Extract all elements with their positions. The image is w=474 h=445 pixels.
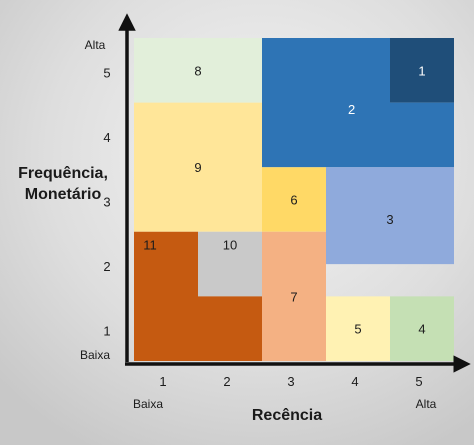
- y-tick-5: 5: [103, 65, 110, 80]
- segment-label-4: 4: [418, 322, 425, 337]
- y-axis-low-label: Baixa: [80, 348, 110, 362]
- y-tick-1: 1: [103, 324, 110, 339]
- x-axis-low-label: Baixa: [133, 397, 163, 411]
- segment-label-1: 1: [418, 63, 425, 78]
- segment-7: [262, 231, 326, 361]
- y-tick-3: 3: [103, 195, 110, 210]
- segment-10: [198, 231, 262, 297]
- y-tick-4: 4: [103, 130, 110, 145]
- segment-label-10: 10: [223, 238, 237, 253]
- segment-label-2: 2: [348, 102, 355, 117]
- segment-label-8: 8: [194, 63, 201, 78]
- segment-label-11: 11: [143, 238, 157, 253]
- y-axis-title-line-2: Monetário: [25, 186, 102, 203]
- x-tick-3: 3: [287, 374, 294, 389]
- segment-5: [326, 296, 390, 361]
- segment-11: [134, 231, 262, 361]
- y-axis-title-line-1: Frequência,: [18, 165, 108, 182]
- segment-label-9: 9: [194, 160, 201, 175]
- x-tick-2: 2: [223, 374, 230, 389]
- x-tick-4: 4: [351, 374, 358, 389]
- x-tick-5: 5: [415, 374, 422, 389]
- x-tick-labels: 1 2 3 4 5: [159, 374, 422, 389]
- segment-labels-layer: 1 2 3 4 5 6 7 8 9 10 11: [143, 63, 425, 336]
- segment-1: [390, 38, 454, 103]
- segment-3: [326, 167, 454, 265]
- y-tick-2: 2: [103, 259, 110, 274]
- segment-label-5: 5: [354, 322, 361, 337]
- x-tick-1: 1: [159, 374, 166, 389]
- segments-layer: [134, 38, 454, 361]
- x-axis-title: Recência: [252, 407, 322, 424]
- segment-6: [262, 167, 326, 232]
- x-axis-high-label: Alta: [416, 397, 437, 411]
- segment-label-7: 7: [290, 289, 297, 304]
- y-axis-high-label: Alta: [85, 38, 106, 52]
- segment-label-3: 3: [386, 212, 393, 227]
- segment-9: [134, 102, 262, 232]
- segment-label-6: 6: [290, 193, 297, 208]
- segment-8: [134, 38, 262, 103]
- y-tick-labels: 1 2 3 4 5: [103, 65, 110, 338]
- segment-4: [390, 296, 454, 361]
- segment-2: [262, 38, 454, 168]
